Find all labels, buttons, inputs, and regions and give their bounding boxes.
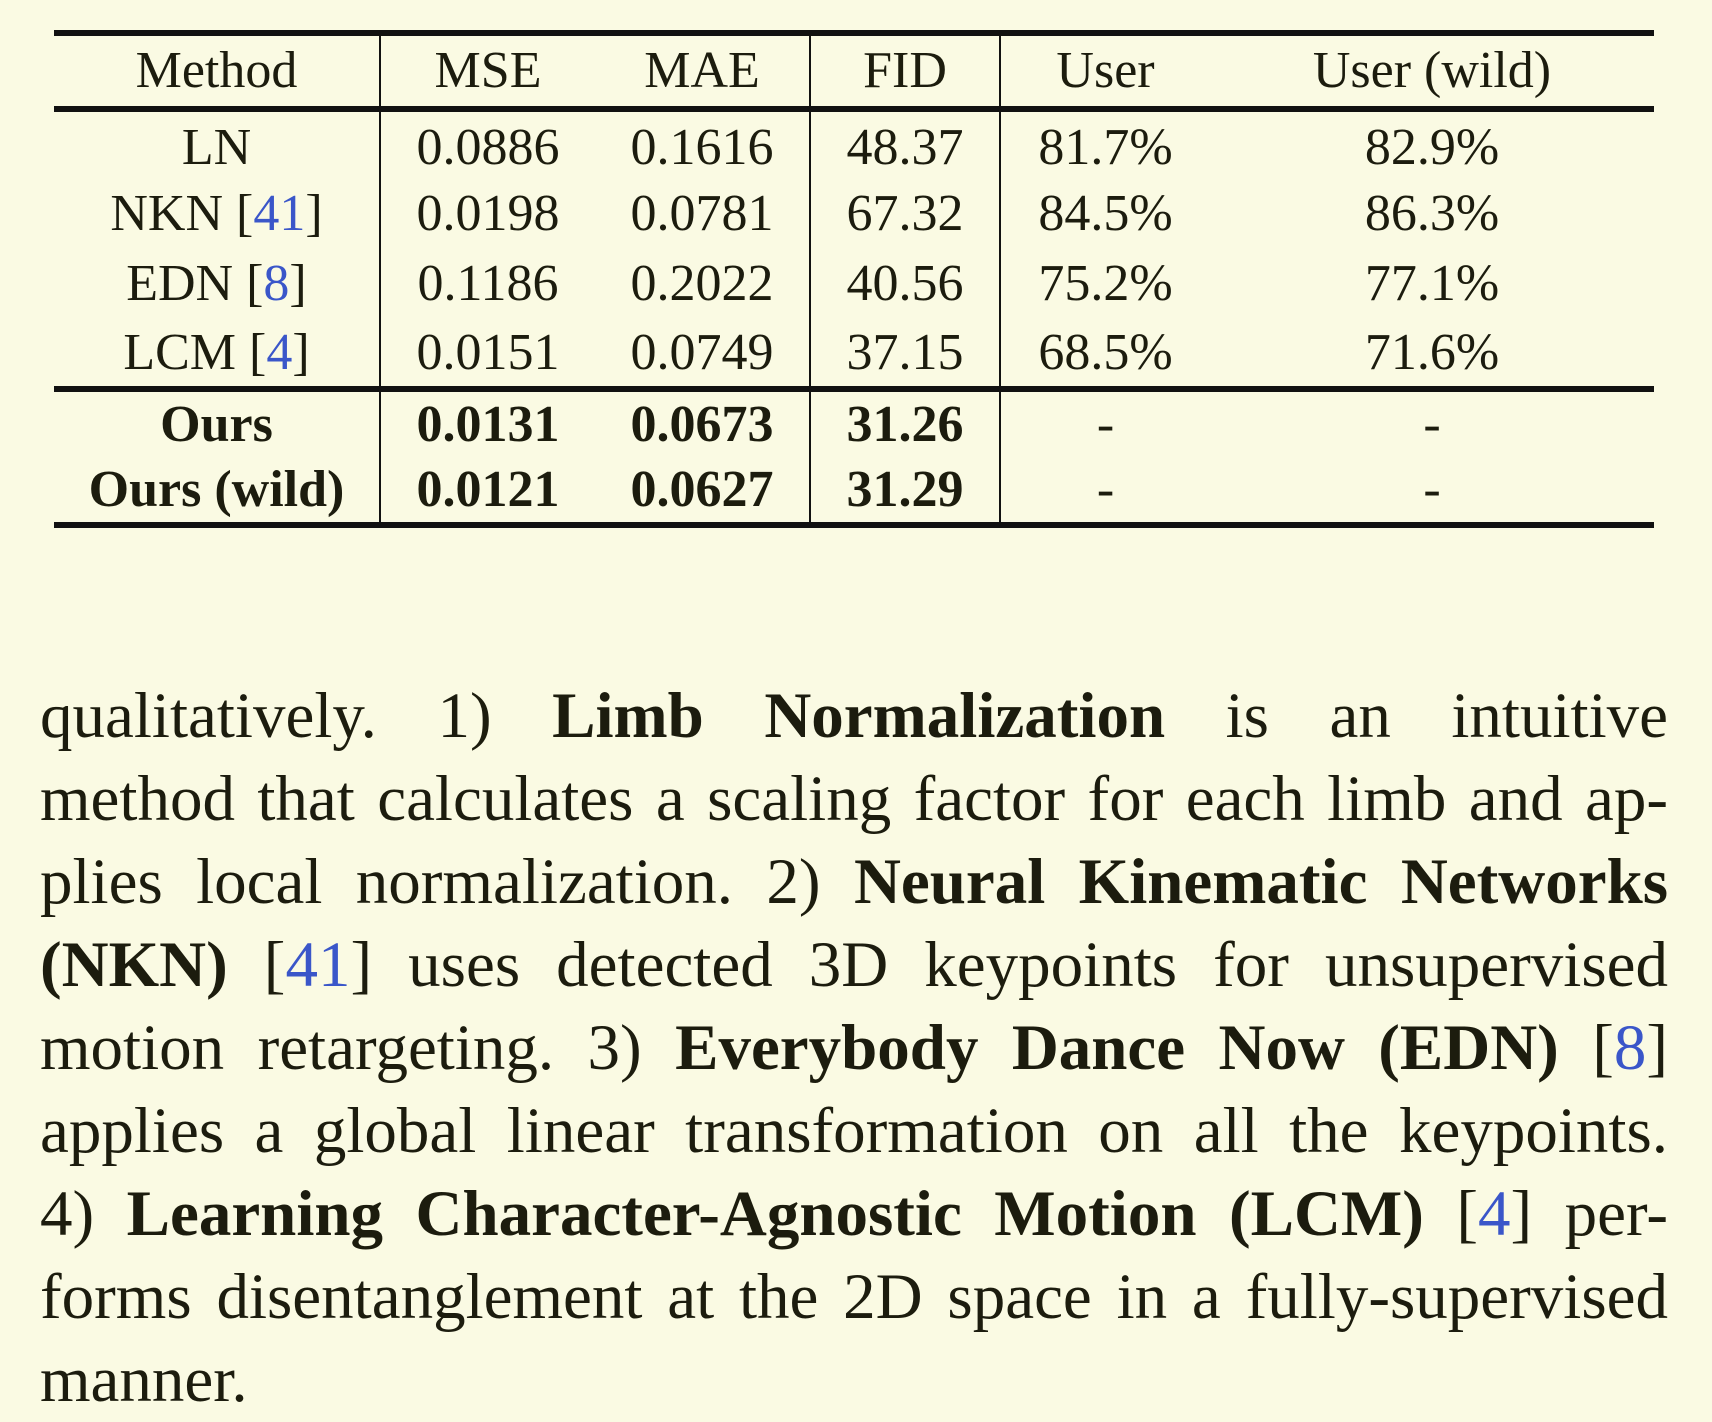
text-line: applies a global linear transformation o… <box>40 1095 1668 1167</box>
mse-cell: 0.0886 <box>416 118 560 176</box>
user-cell: 81.7% <box>1038 118 1173 176</box>
citation-link[interactable]: 41 <box>285 929 351 1001</box>
ours-rows: Ours 0.0131 0.0673 31.26 - - Ours (wild)… <box>54 389 1654 525</box>
fid-cell: 67.32 <box>810 179 1001 249</box>
mse-cell: 0.0151 <box>416 323 560 381</box>
fid-cell: 48.37 <box>810 109 1001 179</box>
method-cell: EDN [8] <box>54 249 381 319</box>
fid-cell: 31.29 <box>810 457 1001 525</box>
mse-cell: 0.0198 <box>416 185 560 242</box>
mae-cell: 0.0673 <box>595 389 811 457</box>
citation-link[interactable]: 4 <box>1478 1178 1511 1250</box>
citation-link[interactable]: 41 <box>253 185 306 242</box>
method-cell: Ours <box>54 389 381 457</box>
table-row: EDN [8] 0.1186 0.2022 40.56 75.2% 77.1% <box>54 249 1654 319</box>
user-wild-cell: 77.1% <box>1364 255 1500 312</box>
fid-cell: 31.26 <box>810 389 1001 457</box>
citation-link[interactable]: 4 <box>266 323 293 381</box>
fid-cell: 40.56 <box>810 249 1001 319</box>
header-mae: MAE <box>595 33 811 109</box>
table-row: Ours (wild) 0.0121 0.0627 31.29 - - <box>54 457 1654 525</box>
user-cell: 75.2% <box>1038 255 1173 312</box>
header-user-wild: User (wild) <box>1312 42 1552 99</box>
citation-link[interactable]: 8 <box>1613 1012 1647 1084</box>
body-paragraph: qualitatively. 1) Limb Normalization is … <box>40 675 1668 1422</box>
text-line: qualitatively. 1) Limb Normalization is … <box>40 680 1668 752</box>
mae-cell: 0.1616 <box>595 109 811 179</box>
header-mse: MSE <box>434 42 542 99</box>
method-cell: LCM [4] <box>54 319 381 389</box>
results-table: Method MSE MAE FID User User (wild) LN 0… <box>54 30 1654 528</box>
header-method: Method <box>54 33 381 109</box>
table-row: LN 0.0886 0.1616 48.37 81.7% 82.9% <box>54 109 1654 179</box>
text-line: forms disentanglement at the 2D space in… <box>40 1261 1668 1333</box>
method-cell: LN <box>54 109 381 179</box>
user-wild-cell: - <box>1423 395 1441 453</box>
fid-cell: 37.15 <box>810 319 1001 389</box>
method-cell: NKN [41] <box>54 179 381 249</box>
mse-cell: 0.0131 <box>416 395 560 453</box>
text-line: manner. <box>40 1344 248 1416</box>
text-line: motion retargeting. 3) Everybody Dance N… <box>40 1012 1668 1084</box>
mse-cell: 0.1186 <box>417 255 559 312</box>
baseline-rows: LN 0.0886 0.1616 48.37 81.7% 82.9% NKN [… <box>54 109 1654 389</box>
header-user: User <box>1056 42 1155 99</box>
user-wild-cell: 86.3% <box>1364 185 1500 242</box>
header-fid: FID <box>810 33 1001 109</box>
mae-cell: 0.0749 <box>595 319 811 389</box>
user-cell: - <box>1096 395 1115 453</box>
table-row: Ours 0.0131 0.0673 31.26 - - <box>54 389 1654 457</box>
mae-cell: 0.0781 <box>595 179 811 249</box>
user-cell: 84.5% <box>1038 185 1173 242</box>
table-row: LCM [4] 0.0151 0.0749 37.15 68.5% 71.6% <box>54 319 1654 389</box>
text-line: method that calculates a scaling factor … <box>40 763 1668 835</box>
method-cell: Ours (wild) <box>54 457 381 525</box>
mae-cell: 0.2022 <box>595 249 811 319</box>
user-wild-cell: - <box>1423 460 1441 518</box>
mae-cell: 0.0627 <box>595 457 811 525</box>
user-cell: 68.5% <box>1038 323 1173 381</box>
mse-cell: 0.0121 <box>416 460 560 518</box>
table-header: Method MSE MAE FID User User (wild) <box>54 33 1654 109</box>
text-line: 4) Learning Character-Agnostic Motion (L… <box>40 1178 1668 1250</box>
user-cell: - <box>1096 460 1115 518</box>
text-line: (NKN) [41] uses detected 3D keypoints fo… <box>40 929 1668 1001</box>
citation-link[interactable]: 8 <box>263 255 290 312</box>
table-row: NKN [41] 0.0198 0.0781 67.32 84.5% 86.3% <box>54 179 1654 249</box>
user-wild-cell: 71.6% <box>1364 323 1500 381</box>
text-line: plies local normalization. 2) Neural Kin… <box>40 846 1668 918</box>
user-wild-cell: 82.9% <box>1364 118 1500 176</box>
